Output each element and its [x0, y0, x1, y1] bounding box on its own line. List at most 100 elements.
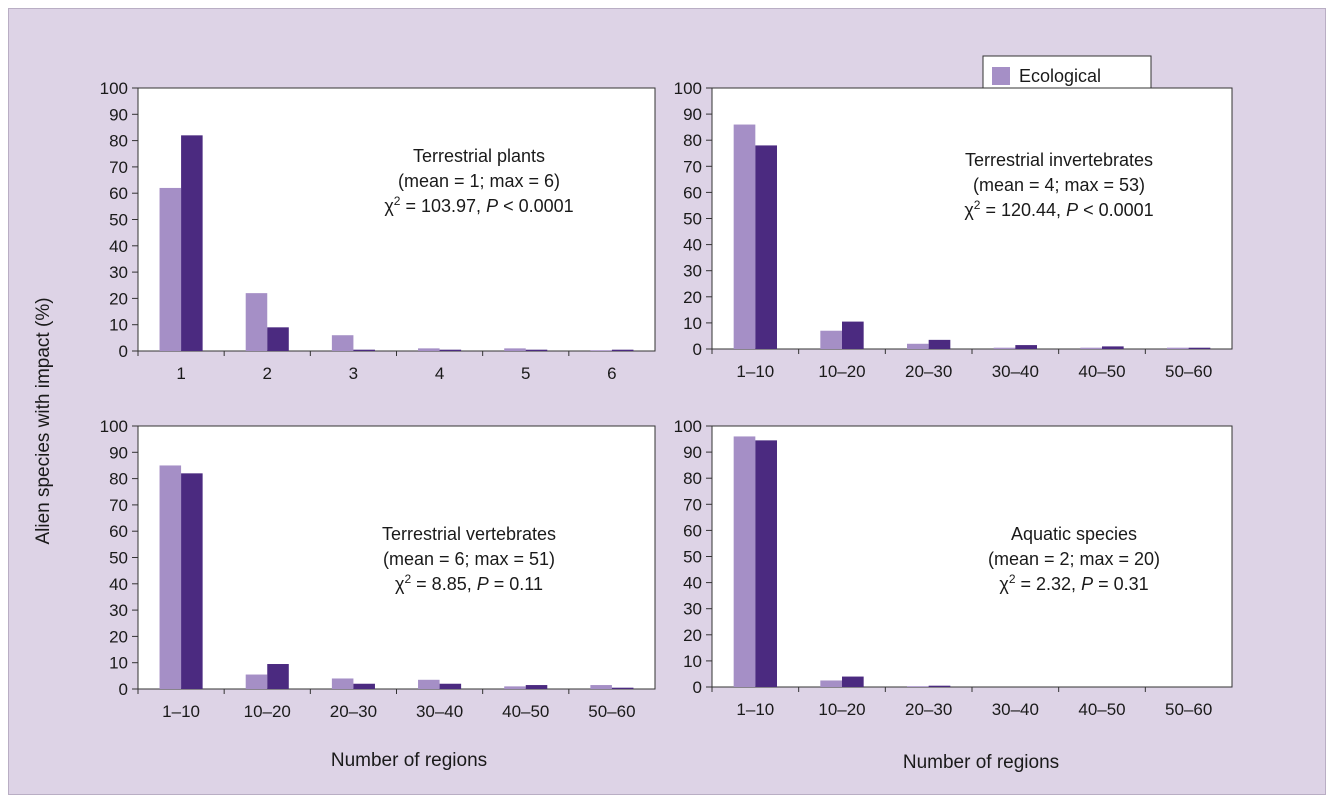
y-tick-label: 60 — [683, 183, 702, 202]
panel-3: 0 10 20 30 40 50 60 70 80 90 100 1–10 10–20 20–30 30–4… — [100, 417, 656, 721]
panel-2: 0 10 20 30 40 50 60 70 80 90 100 1–10 10–20 20–30 30–4… — [674, 79, 1233, 381]
y-tick-label: 60 — [109, 522, 128, 541]
x-tick-label: 3 — [349, 364, 358, 383]
y-tick-label: 30 — [683, 600, 702, 619]
bar-economic-6 — [611, 349, 634, 351]
y-tick-label: 60 — [109, 184, 128, 203]
x-tick-label: 1–10 — [736, 700, 774, 719]
x-tick-label: 30–40 — [992, 362, 1039, 381]
y-tick-label: 20 — [683, 288, 702, 307]
bar-economic-3 — [353, 349, 375, 351]
bar-ecological-2 — [820, 680, 842, 687]
x-axis-title-right: Number of regions — [903, 752, 1059, 773]
y-tick-label: 100 — [674, 417, 702, 436]
x-tick-label: 30–40 — [416, 702, 463, 721]
bar-ecological-4 — [993, 347, 1016, 349]
bar-ecological-6 — [590, 350, 612, 351]
bar-economic-5 — [525, 685, 548, 689]
y-tick-label: 10 — [109, 316, 128, 335]
x-tick-label: 30–40 — [992, 700, 1039, 719]
bar-ecological-3 — [907, 343, 929, 349]
y-tick-label: 100 — [100, 417, 128, 436]
bar-economic-3 — [928, 685, 951, 687]
bar-economic-4 — [1015, 345, 1037, 349]
y-tick-label: 40 — [683, 236, 702, 255]
bar-ecological-4 — [418, 679, 440, 689]
x-tick-label: 5 — [521, 364, 530, 383]
y-tick-label: 40 — [683, 574, 702, 593]
bar-ecological-3 — [331, 678, 354, 689]
bar-economic-1 — [181, 135, 203, 351]
y-tick-label: 10 — [683, 652, 702, 671]
bar-economic-2 — [267, 664, 289, 689]
bar-economic-3 — [353, 683, 375, 689]
x-tick-label: 1 — [176, 364, 185, 383]
y-tick-label: 90 — [683, 443, 702, 462]
y-tick-label: 40 — [109, 575, 128, 594]
y-tick-label: 90 — [683, 105, 702, 124]
y-tick-label: 30 — [109, 601, 128, 620]
panel-title: Aquatic species — [1011, 524, 1137, 544]
bar-ecological-2 — [245, 674, 268, 689]
bar-ecological-3 — [331, 335, 354, 351]
y-tick-label: 20 — [109, 627, 128, 646]
bar-economic-1 — [755, 440, 777, 687]
x-tick-label: 40–50 — [502, 702, 549, 721]
bar-ecological-1 — [159, 465, 182, 689]
panel-title: Terrestrial vertebrates — [382, 524, 556, 544]
x-tick-label: 50–60 — [1165, 362, 1212, 381]
bar-economic-1 — [755, 145, 777, 349]
y-tick-label: 50 — [109, 549, 128, 568]
bar-ecological-1 — [733, 124, 756, 349]
y-tick-label: 80 — [109, 470, 128, 489]
plot-area — [137, 87, 656, 352]
y-tick-label: 20 — [683, 626, 702, 645]
y-tick-label: 90 — [109, 443, 128, 462]
legend-label-ecological: Ecological — [1019, 66, 1101, 86]
y-tick-label: 80 — [683, 469, 702, 488]
bar-economic-2 — [842, 321, 864, 349]
x-tick-label: 6 — [607, 364, 616, 383]
y-tick-label: 10 — [683, 314, 702, 333]
bar-ecological-2 — [245, 293, 268, 351]
y-tick-label: 10 — [109, 654, 128, 673]
y-tick-label: 70 — [109, 158, 128, 177]
x-tick-label: 20–30 — [905, 362, 952, 381]
y-tick-label: 30 — [683, 262, 702, 281]
bar-economic-2 — [267, 327, 289, 351]
y-tick-label: 80 — [683, 131, 702, 150]
panel-summary: (mean = 1; max = 6) — [398, 171, 560, 191]
panel-statistic: χ2 = 2.32, P = 0.31 — [999, 572, 1148, 594]
y-tick-label: 0 — [119, 342, 128, 361]
bar-ecological-6 — [590, 685, 612, 689]
y-tick-label: 100 — [674, 79, 702, 98]
chart-canvas: Alien species with impact (%) Number of … — [33, 55, 1233, 773]
y-tick-label: 50 — [109, 211, 128, 230]
y-tick-label: 60 — [683, 521, 702, 540]
bar-ecological-1 — [159, 187, 182, 351]
x-tick-label: 20–30 — [330, 702, 377, 721]
y-tick-label: 70 — [683, 157, 702, 176]
x-tick-label: 50–60 — [588, 702, 635, 721]
x-tick-label: 4 — [435, 364, 444, 383]
bar-ecological-5 — [504, 686, 526, 689]
x-tick-label: 10–20 — [244, 702, 291, 721]
x-tick-label: 20–30 — [905, 700, 952, 719]
panel-summary: (mean = 2; max = 20) — [988, 549, 1160, 569]
panel-1: 0 10 20 30 40 50 60 70 80 90 100 1 2 3 4 5 6 Terrestrial … — [100, 79, 656, 383]
bar-economic-5 — [525, 349, 548, 351]
y-tick-label: 50 — [683, 548, 702, 567]
bar-economic-4 — [439, 349, 462, 351]
bar-economic-5 — [1102, 346, 1124, 349]
y-tick-label: 50 — [683, 210, 702, 229]
x-tick-label: 40–50 — [1078, 362, 1125, 381]
y-tick-label: 70 — [683, 495, 702, 514]
legend-swatch-ecological — [992, 67, 1010, 85]
y-tick-label: 0 — [693, 340, 702, 359]
bar-economic-6 — [611, 687, 634, 689]
x-tick-label: 10–20 — [818, 700, 865, 719]
figure-panel: Alien species with impact (%) Number of … — [8, 8, 1326, 795]
bar-ecological-1 — [733, 436, 756, 687]
x-tick-label: 40–50 — [1078, 700, 1125, 719]
y-tick-label: 0 — [119, 680, 128, 699]
